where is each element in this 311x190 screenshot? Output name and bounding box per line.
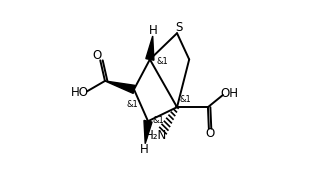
Text: O: O [206,127,215,140]
Polygon shape [105,81,135,93]
Text: &1: &1 [126,100,138,109]
Polygon shape [144,120,152,144]
Text: &1: &1 [153,116,165,125]
Text: H₂N: H₂N [144,129,167,142]
Text: OH: OH [220,87,238,100]
Polygon shape [146,36,154,60]
Text: H: H [149,24,158,37]
Text: S: S [175,21,183,34]
Text: &1: &1 [180,95,192,104]
Text: &1: &1 [157,57,169,66]
Text: O: O [93,49,102,62]
Text: HO: HO [71,86,89,99]
Text: H: H [140,143,149,156]
